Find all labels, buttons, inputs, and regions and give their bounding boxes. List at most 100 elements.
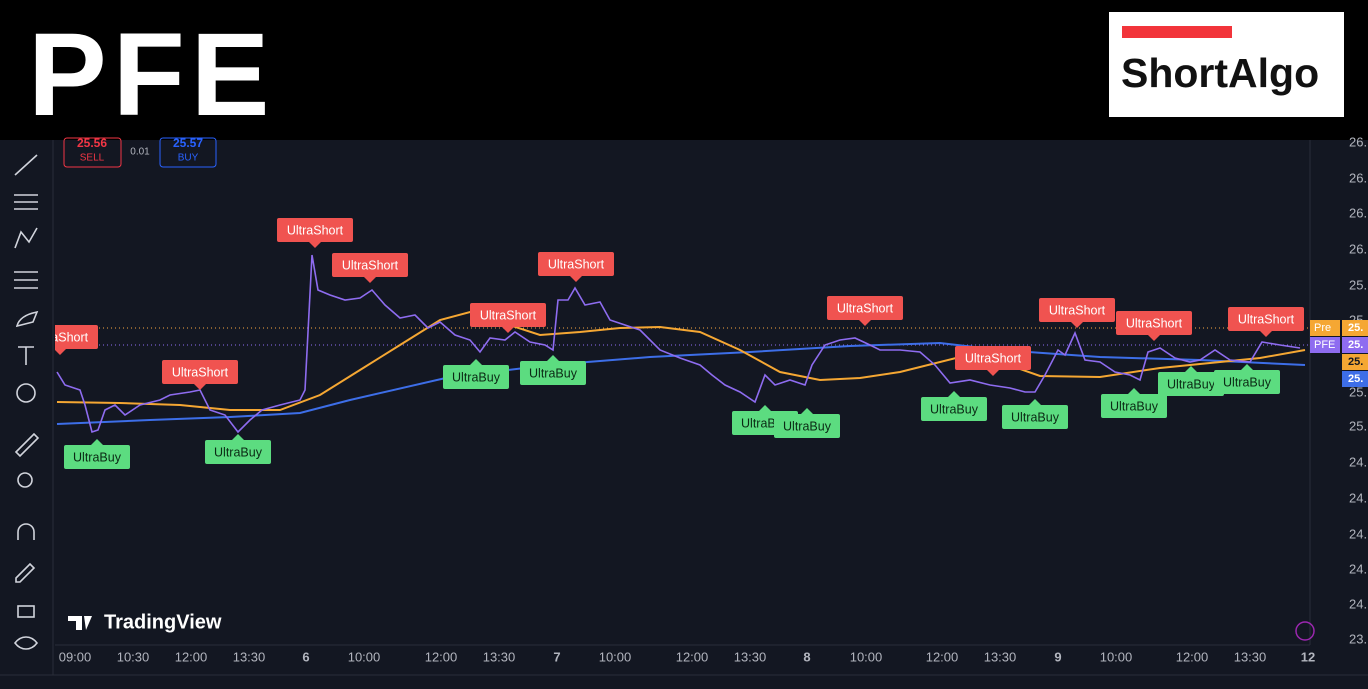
short-signal-pointer [987, 370, 999, 376]
buy-signal: UltraBuy [1011, 410, 1060, 424]
logo-text: ShortAlgo [1121, 50, 1319, 96]
ma-fast [56, 310, 1306, 411]
buy-box[interactable] [159, 137, 217, 168]
buy-signal: UltraBuy [452, 370, 501, 384]
short-signal-bg [538, 252, 614, 276]
text-tool[interactable] [18, 346, 34, 365]
price-axis-label: 25. [1349, 384, 1367, 399]
time-axis-label: 13:30 [233, 649, 266, 664]
time-axis-label: 13:30 [1234, 649, 1267, 664]
price-tag-name: PFE [1314, 339, 1335, 351]
price-axis-label: 26. [1349, 170, 1367, 185]
price-axis-label: 25. [1349, 418, 1367, 433]
short-signal-bg [470, 303, 546, 327]
short-signal-bg [955, 346, 1031, 370]
short-signal-pointer [194, 384, 206, 390]
trend-line-tool[interactable] [14, 154, 38, 176]
short-signal-pointer [1071, 322, 1083, 328]
buy-signal-bg [921, 397, 987, 421]
eye-tool[interactable] [13, 636, 39, 650]
lock-draw-tool[interactable] [15, 562, 36, 583]
toolbar [0, 140, 52, 689]
buy-signal-bg [1002, 405, 1068, 429]
brush-tool[interactable] [15, 310, 39, 328]
short-signal: UltraShort [548, 257, 605, 271]
buy-signal-pointer [759, 405, 771, 411]
buy-signal-bg [443, 365, 509, 389]
time-axis-label: 12:00 [926, 649, 959, 664]
price-tag: 25. [1348, 322, 1363, 334]
quote-panel: 25.56 SELL 0.01 25.57 BUY [63, 136, 217, 168]
price-axis-label: 26. [1349, 241, 1367, 256]
time-axis-label: 10:00 [850, 649, 883, 664]
time-axis-label: 10:00 [1100, 649, 1133, 664]
price-axis-label: 24. [1349, 490, 1367, 505]
buy-signal-bg [1158, 372, 1224, 396]
time-axis-label: 6 [302, 649, 309, 664]
watermark: TradingView [104, 611, 222, 633]
emoji-tool[interactable] [16, 383, 36, 403]
short-signal-pointer [859, 320, 871, 326]
short-signal: UltraShort [172, 365, 229, 379]
short-signal-pointer [1260, 331, 1272, 337]
buy-signal-pointer [1128, 388, 1140, 394]
time-axis-label: 7 [553, 649, 560, 664]
buy-signal-pointer [801, 408, 813, 414]
time-axis-label: 12:00 [175, 649, 208, 664]
short-signal-pointer [502, 327, 514, 333]
buy-signal: UltraBuy [1167, 377, 1216, 391]
short-signal-bg [1228, 307, 1304, 331]
zoom-tool[interactable] [17, 472, 33, 488]
price-tag: 25. [1348, 356, 1363, 368]
buy-signal-bg [520, 361, 586, 385]
buy-signal-pointer [547, 355, 559, 361]
time-axis-label: 10:00 [599, 649, 632, 664]
plot: UltraShort UltraShort UltraShort UltraShort… [55, 218, 1310, 469]
bottom-bar [0, 675, 1368, 689]
price-axis-label: 24. [1349, 454, 1367, 469]
short-signal-pointer [1148, 335, 1160, 341]
projection-tool[interactable] [14, 271, 38, 289]
magnet-tool[interactable] [17, 523, 35, 540]
buy-signal-bg [774, 414, 840, 438]
time-axis-label: 12:00 [676, 649, 709, 664]
short-signal: UltraShort [965, 351, 1022, 365]
buy-price: 25.57 [173, 136, 203, 150]
buy-signal-bg [205, 440, 271, 464]
short-signal-bg [1116, 311, 1192, 335]
time-axis-label: 9 [1054, 649, 1061, 664]
short-signal-pointer [364, 277, 376, 283]
short-signal-bg [162, 360, 238, 384]
time-axis-label: 12:00 [425, 649, 458, 664]
pattern-tool[interactable] [14, 227, 38, 249]
buy-signal-pointer [1185, 366, 1197, 372]
buy-signal-bg [64, 445, 130, 469]
short-signal: UltraShort [1126, 316, 1183, 330]
fib-tool[interactable] [14, 194, 38, 210]
signals: UltraShort UltraShort UltraShort UltraShort… [55, 218, 1304, 469]
toolbar-icons[interactable] [13, 154, 40, 650]
price-axis-label: 23. [1349, 631, 1367, 646]
lock-tool[interactable] [17, 605, 35, 618]
ticker: PFE [28, 9, 276, 141]
price-tag-bg [1342, 354, 1368, 370]
buy-signal-pointer [1029, 399, 1041, 405]
price-axis-label: 24. [1349, 596, 1367, 611]
price-line [56, 254, 1301, 434]
spread: 0.01 [130, 147, 150, 158]
sell-label: SELL [80, 153, 105, 164]
sell-price: 25.56 [77, 136, 107, 150]
watermark-icon [68, 616, 92, 630]
ruler-tool[interactable] [14, 432, 40, 458]
buy-signal: UltraBuy [783, 419, 832, 433]
price-axis-label: 25. [1349, 277, 1367, 292]
buy-signal: UltraBuy [1110, 399, 1159, 413]
short-signal-bg [332, 253, 408, 277]
alert-icon[interactable] [1295, 621, 1315, 641]
buy-signal: UltraBuy [529, 366, 578, 380]
short-signal: UltraShort [287, 223, 344, 237]
sell-box[interactable] [63, 137, 122, 168]
short-signal: UltraShort [480, 308, 537, 322]
